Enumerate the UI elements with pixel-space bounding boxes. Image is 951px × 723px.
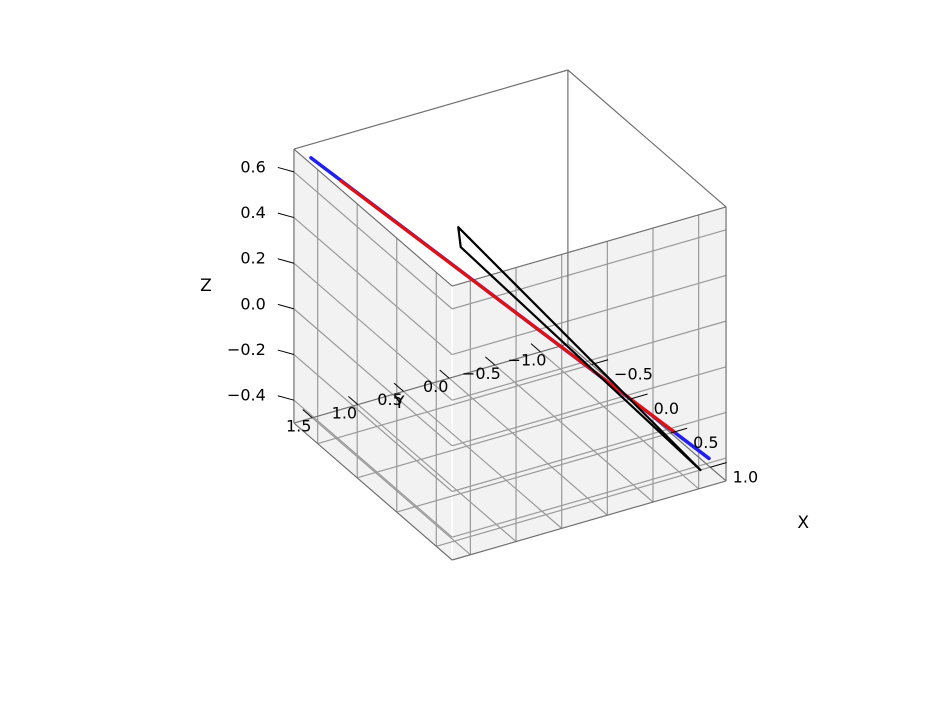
- z-tick-label: −0.4: [227, 386, 266, 405]
- y-tick-label: 1.0: [332, 403, 357, 422]
- spine: [568, 70, 726, 207]
- z-tick-label: 0.0: [240, 294, 265, 313]
- x-tick-label: −0.5: [614, 365, 653, 384]
- z-tick-label: 0.6: [240, 157, 265, 176]
- z-tick-label: 0.2: [240, 249, 265, 268]
- ztick: [278, 350, 294, 354]
- x-tick-label: 0.5: [693, 433, 718, 452]
- spine: [294, 70, 568, 149]
- ztick: [278, 167, 294, 171]
- z-axis-label: Z: [200, 276, 212, 296]
- x-tick-label: 0.0: [654, 399, 679, 418]
- y-axis-label: Y: [393, 393, 405, 413]
- ztick: [278, 213, 294, 217]
- ztick: [278, 304, 294, 308]
- x-tick-label: 1.0: [733, 467, 758, 486]
- z-tick-label: −0.2: [227, 340, 266, 359]
- x-axis-label: X: [797, 513, 809, 533]
- y-tick-label: −0.5: [462, 364, 501, 383]
- 3d-plot: −0.50.00.51.0−1.0−0.50.00.51.01.5−0.4−0.…: [0, 0, 951, 723]
- z-tick-label: 0.4: [240, 203, 265, 222]
- y-tick-label: 1.5: [286, 417, 311, 436]
- ztick: [278, 396, 294, 400]
- pane-x: [452, 207, 726, 560]
- y-tick-label: 0.0: [423, 377, 448, 396]
- ztick: [278, 259, 294, 263]
- y-tick-label: −1.0: [508, 351, 547, 370]
